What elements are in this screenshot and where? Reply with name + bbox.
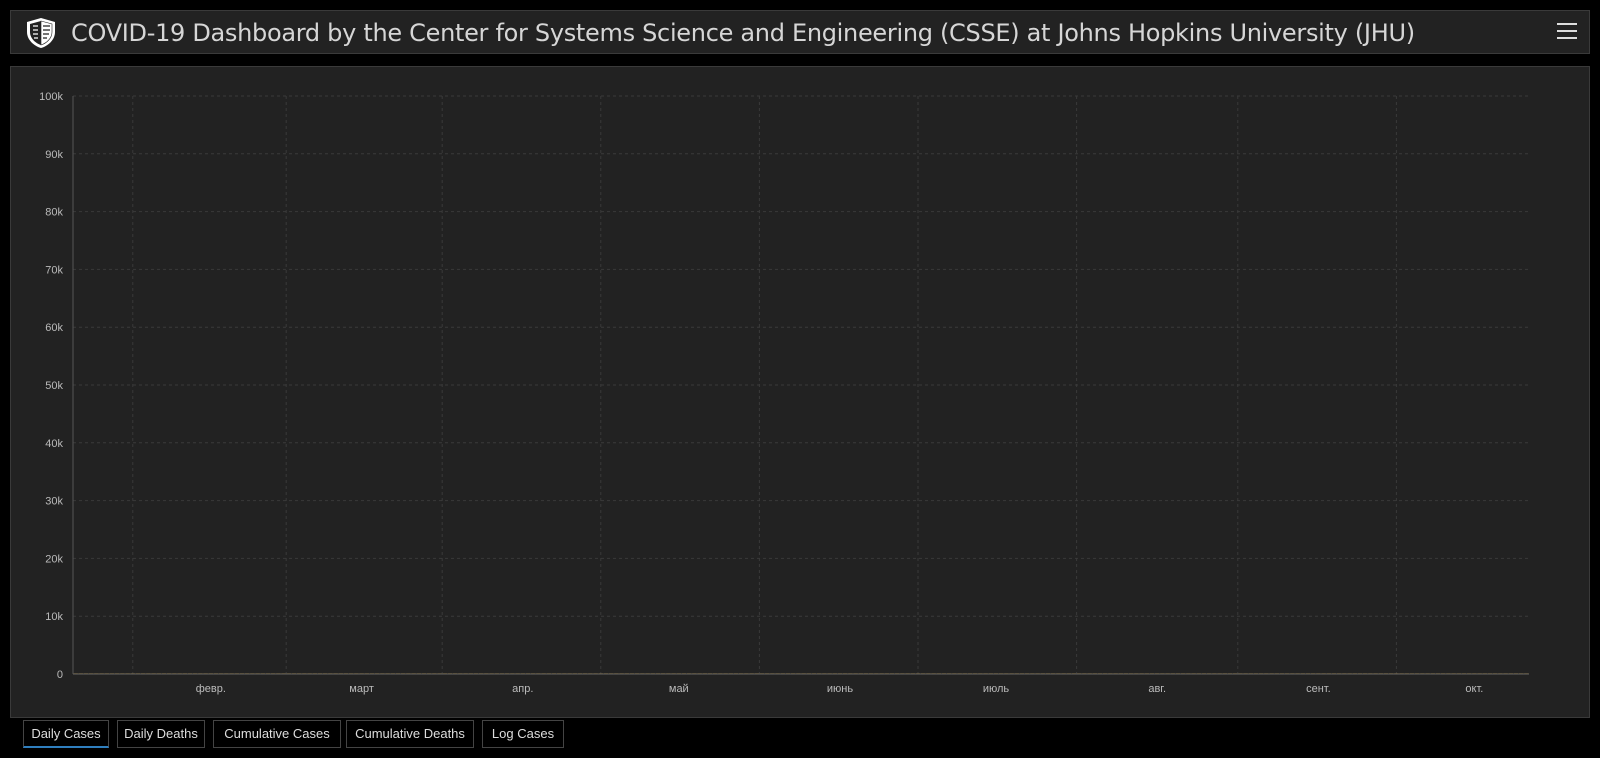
- dashboard-header: COVID-19 Dashboard by the Center for Sys…: [10, 10, 1590, 54]
- y-tick-label: 90k: [45, 149, 63, 161]
- y-tick-label: 50k: [45, 380, 63, 392]
- tab-log-cases[interactable]: Log Cases: [482, 720, 564, 748]
- y-tick-label: 40k: [45, 438, 63, 450]
- x-tick-label: июль: [983, 683, 1010, 695]
- daily-cases-chart: 0 10k 20k 30k 40k 50k 60k 70k 80k 90k 100k февр. мар…: [39, 91, 1529, 695]
- x-tick-label: окт.: [1465, 683, 1483, 695]
- tab-daily-deaths[interactable]: Daily Deaths: [117, 720, 205, 748]
- y-tick-label: 60k: [45, 322, 63, 334]
- x-tick-label: май: [669, 683, 689, 695]
- tab-daily-cases[interactable]: Daily Cases: [23, 720, 109, 748]
- x-tick-label: апр.: [512, 683, 533, 695]
- y-tick-label: 70k: [45, 264, 63, 276]
- x-tick-label: июнь: [827, 683, 853, 695]
- hamburger-menu-icon[interactable]: [1557, 23, 1577, 41]
- y-tick-label: 100k: [39, 91, 63, 103]
- page-title: COVID-19 Dashboard by the Center for Sys…: [71, 19, 1415, 47]
- tab-cumulative-deaths[interactable]: Cumulative Deaths: [346, 720, 474, 748]
- y-tick-label: 10k: [45, 611, 63, 623]
- y-tick-label: 20k: [45, 553, 63, 565]
- y-tick-label: 30k: [45, 496, 63, 508]
- tab-cumulative-cases[interactable]: Cumulative Cases: [213, 720, 341, 748]
- x-tick-label: авг.: [1148, 683, 1166, 695]
- y-tick-label: 0: [57, 669, 63, 681]
- chart-panel: 0 10k 20k 30k 40k 50k 60k 70k 80k 90k 100k февр. мар…: [10, 66, 1590, 718]
- shield-logo-icon: [27, 18, 55, 48]
- x-tick-label: сент.: [1306, 683, 1331, 695]
- y-tick-label: 80k: [45, 207, 63, 219]
- x-tick-label: март: [349, 683, 374, 695]
- x-tick-label: февр.: [196, 683, 226, 695]
